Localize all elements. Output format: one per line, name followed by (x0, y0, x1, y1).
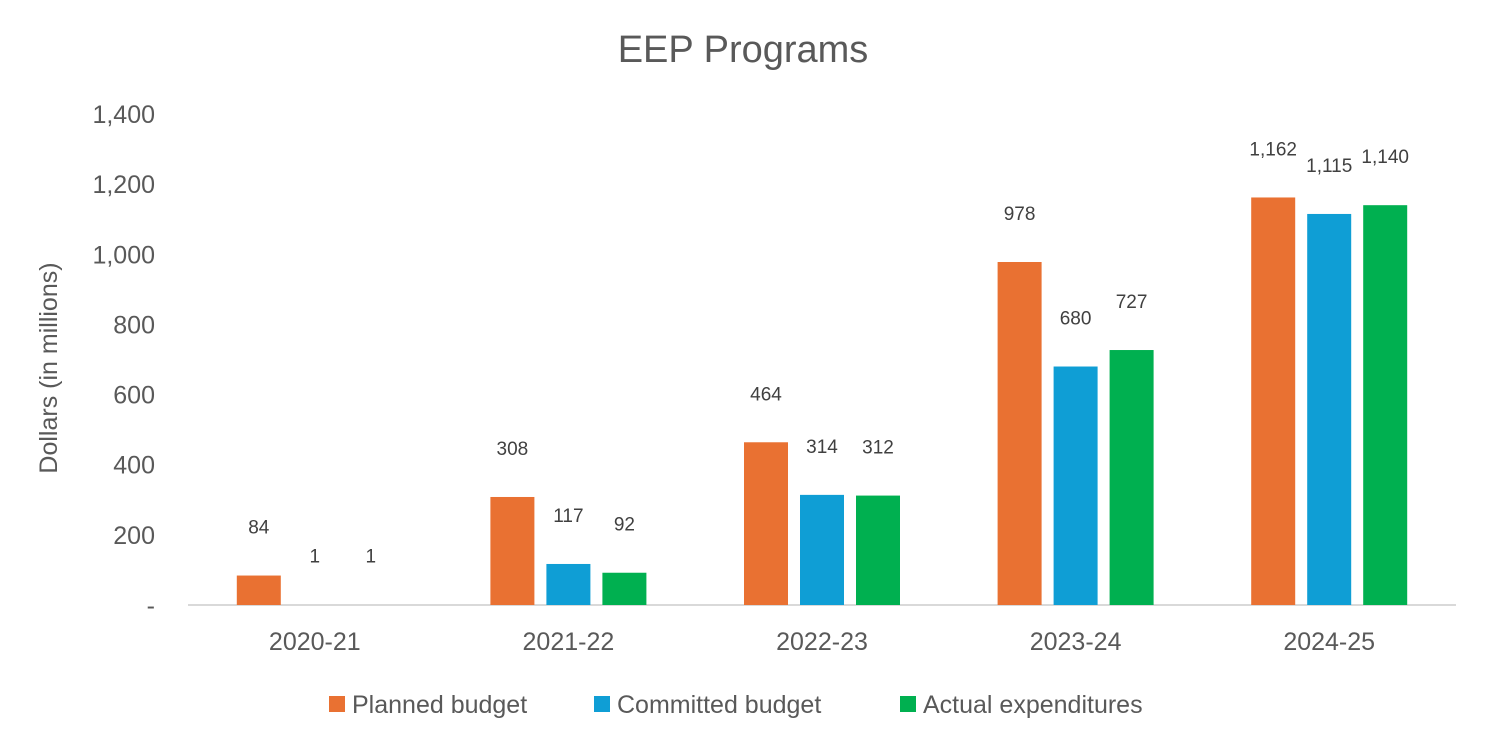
x-tick-label: 2021-22 (523, 628, 615, 656)
x-tick-label: 2022-23 (776, 628, 868, 656)
chart-title: EEP Programs (618, 29, 869, 71)
data-label: 680 (1060, 309, 1092, 330)
data-label: 978 (1004, 204, 1036, 225)
bar (1053, 366, 1098, 605)
legend-swatch (900, 696, 916, 712)
data-labels: 84 1 1 308 117 92 464 314 312 978 680 727 1,162 1,115… (248, 139, 1409, 567)
bar (602, 572, 647, 605)
bar (800, 494, 844, 605)
data-label: 117 (553, 506, 583, 527)
y-tick-label: - (147, 592, 155, 620)
y-tick-label: 400 (113, 452, 155, 480)
y-tick-label: 600 (113, 382, 155, 410)
data-label: 1 (310, 547, 321, 568)
y-axis-title: Dollars (in millions) (35, 262, 63, 473)
legend-swatch (329, 696, 345, 712)
bar (236, 575, 281, 605)
bar (1363, 205, 1408, 605)
bar (997, 262, 1042, 605)
x-tick-label: 2020-21 (269, 628, 361, 656)
x-tick-label: 2023-24 (1030, 628, 1122, 656)
data-label: 727 (1116, 292, 1148, 313)
data-label: 1,115 (1306, 156, 1352, 177)
bar (546, 563, 591, 605)
bar (856, 495, 900, 605)
y-tick-label: 1,200 (92, 171, 155, 199)
data-label: 1 (366, 547, 377, 568)
legend-label: Planned budget (352, 691, 527, 719)
data-label: 1,162 (1249, 139, 1297, 160)
y-tick-label: 800 (113, 311, 155, 339)
bar (1307, 213, 1352, 606)
bar (1109, 350, 1154, 605)
data-label: 308 (497, 439, 529, 460)
bar (1251, 197, 1296, 605)
legend-label: Committed budget (617, 691, 821, 719)
x-axis: 2020-21 2021-22 2022-23 2023-24 2024-25 (269, 628, 1375, 656)
legend-label: Actual expenditures (923, 691, 1143, 719)
legend: Planned budget Committed budget Actual exp… (329, 691, 1143, 719)
data-label: 314 (806, 437, 838, 458)
data-label: 312 (862, 438, 894, 459)
bar (744, 442, 788, 605)
x-tick-label: 2024-25 (1283, 628, 1375, 656)
data-label: 92 (614, 515, 635, 536)
data-label: 1,140 (1361, 147, 1409, 168)
plot-area (236, 197, 1408, 606)
data-label: 84 (248, 518, 270, 539)
y-tick-label: 200 (113, 522, 155, 550)
data-label: 464 (750, 384, 782, 405)
legend-swatch (594, 696, 610, 712)
y-tick-label: 1,000 (92, 241, 155, 269)
y-tick-label: 1,400 (92, 101, 155, 129)
bar (490, 496, 535, 605)
